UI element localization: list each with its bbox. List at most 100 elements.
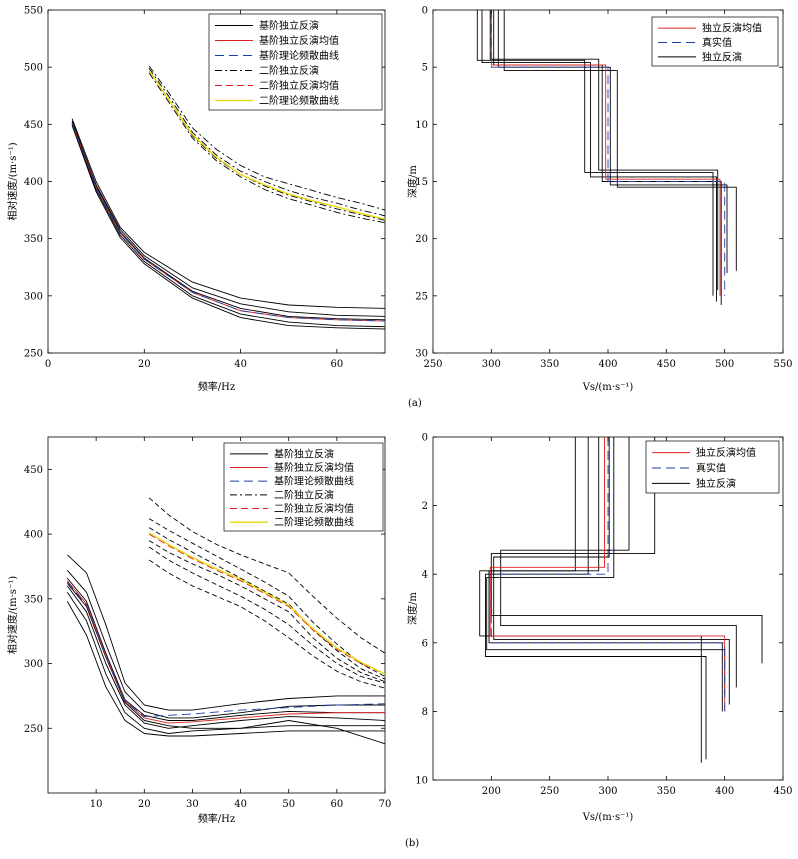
- b-profile-xtick-label-0: 200: [482, 786, 501, 797]
- b-profile-series-3: [493, 437, 730, 705]
- b-profile-ytick-label-2: 4: [422, 570, 428, 581]
- b-dispersion-legend-label-3: 二阶独立反演: [274, 488, 334, 501]
- a-dispersion-ytick-label-3: 400: [24, 177, 43, 188]
- b-profile-series-2: [488, 437, 723, 712]
- a-dispersion-series-0: [71, 118, 385, 309]
- b-profile-legend-label-2: 独立反演: [696, 477, 736, 490]
- a-profile-xtick-label-5: 500: [715, 359, 734, 370]
- a-dispersion-series-10: [148, 72, 385, 224]
- b-dispersion-series-7: [66, 580, 385, 724]
- b-dispersion-series-5: [66, 601, 385, 737]
- a-dispersion-ytick-label-5: 500: [24, 63, 43, 74]
- b-dispersion-xtick-label-1: 20: [138, 799, 151, 810]
- b-profile-series-4: [500, 437, 737, 688]
- a-dispersion-xtick-label-1: 20: [138, 359, 151, 370]
- a-dispersion-series-8: [148, 68, 385, 217]
- a-profile-ytick-label-6: 30: [415, 349, 428, 360]
- a-dispersion-legend-label-4: 二阶独立反演均值: [259, 79, 339, 92]
- b-dispersion-series-3: [66, 585, 385, 729]
- b-dispersion-chart: 10 20 30 40 50 60 70 250 300 350 400 450 频率/Hz 相对速度/(…: [6, 436, 391, 825]
- a-profile-xtick-label-4: 450: [657, 359, 676, 370]
- b-dispersion-xtick-label-0: 10: [90, 799, 103, 810]
- a-profile-ytick-label-5: 25: [415, 291, 428, 302]
- b-profile-ylabel: 深度/m: [406, 592, 419, 625]
- a-dispersion-series-3: [71, 124, 385, 328]
- a-dispersion-ylabel: 相对速度/(m·s⁻¹): [6, 142, 19, 220]
- b-profile-ytick-label-5: 10: [415, 776, 428, 787]
- a-dispersion-xtick-label-2: 40: [234, 359, 247, 370]
- b-dispersion-legend-label-0: 基阶独立反演: [274, 447, 334, 460]
- b-dispersion-xtick-label-2: 30: [186, 799, 199, 810]
- b-profile-legend-label-0: 独立反演均值: [696, 446, 756, 459]
- a-profile-legend-label-0: 独立反演均值: [702, 22, 762, 35]
- a-profile-legend-label-1: 真实值: [702, 36, 732, 49]
- a-profile-series-3: [497, 10, 728, 273]
- b-dispersion-ytick-label-2: 350: [24, 594, 43, 605]
- a-profile-xtick-label-0: 250: [423, 359, 442, 370]
- a-dispersion-xlabel: 频率/Hz: [198, 380, 235, 393]
- a-profile-legend-label-2: 独立反演: [702, 50, 742, 63]
- a-profile-xlabel: Vs/(m·s⁻¹): [582, 382, 634, 393]
- a-profile-ytick-label-2: 10: [415, 120, 428, 131]
- a-profile-series-5: [489, 10, 719, 291]
- b-dispersion-xtick-label-5: 60: [330, 799, 343, 810]
- a-dispersion-legend-label-0: 基阶独立反演: [259, 19, 319, 32]
- b-profile-xtick-label-3: 350: [657, 786, 676, 797]
- a-dispersion-ytick-label-1: 300: [24, 291, 43, 302]
- b-dispersion-series-8: [66, 581, 385, 718]
- b-profile-xtick-label-1: 250: [540, 786, 559, 797]
- b-dispersion-axes-frame: [47, 436, 386, 794]
- a-profile-legend-box: [651, 16, 779, 67]
- a-dispersion-legend-label-1: 基阶独立反演均值: [259, 34, 339, 47]
- b-profile-ytick-label-0: 0: [422, 433, 428, 444]
- a-dispersion-series-2: [71, 121, 385, 321]
- b-dispersion-xlabel: 频率/Hz: [198, 812, 235, 825]
- b-dispersion-legend-label-2: 基阶理论频散曲线: [274, 475, 354, 488]
- a-profile-series-4: [503, 10, 737, 271]
- b-profile-xlabel: Vs/(m·s⁻¹): [582, 812, 634, 823]
- a-profile-xtick-label-2: 350: [540, 359, 559, 370]
- a-profile-series-7: [490, 10, 726, 296]
- a-dispersion-ytick-label-6: 550: [24, 6, 43, 17]
- b-dispersion-ytick-label-3: 400: [24, 530, 43, 541]
- b-profile-xtick-label-4: 400: [715, 786, 734, 797]
- b-dispersion-series-12: [148, 540, 385, 683]
- a-profile-series-0: [476, 10, 714, 296]
- panel-label-b: (b): [405, 838, 420, 849]
- b-profile-ytick-label-4: 8: [422, 707, 428, 718]
- b-dispersion-xtick-label-4: 50: [282, 799, 295, 810]
- b-dispersion-legend-label-1: 基阶独立反演均值: [274, 461, 354, 474]
- a-dispersion-ytick-label-2: 350: [24, 234, 43, 245]
- b-profile-legend-box: [645, 440, 780, 494]
- a-profile-ytick-label-4: 20: [415, 234, 428, 245]
- b-dispersion-series-9: [148, 497, 385, 654]
- a-profile-xtick-label-3: 400: [598, 359, 617, 370]
- b-dispersion-ytick-label-0: 250: [24, 724, 43, 735]
- a-dispersion-legend-label-5: 二阶理论频散曲线: [259, 94, 339, 107]
- a-profile-ytick-label-0: 0: [422, 6, 428, 17]
- b-profile-legend-label-1: 真实值: [696, 462, 726, 475]
- a-dispersion-chart: 0 20 40 60 250 300 350 400 450 500 550 频率/Hz 相对速度/(m…: [6, 6, 386, 393]
- a-profile-xtick-label-1: 300: [482, 359, 501, 370]
- b-profile-series-1: [485, 437, 707, 760]
- b-dispersion-series-4: [66, 592, 385, 734]
- a-dispersion-series-4: [71, 125, 385, 330]
- a-profile-ytick-label-1: 5: [422, 63, 428, 74]
- b-dispersion-ylabel: 相对速度/(m·s⁻¹): [6, 576, 19, 654]
- b-dispersion-series-16: [148, 532, 385, 675]
- b-profile-series-5: [490, 437, 763, 664]
- b-dispersion-series-2: [66, 577, 385, 721]
- a-dispersion-series-1: [71, 120, 385, 317]
- a-dispersion-legend-label-2: 基阶理论频散曲线: [259, 49, 339, 62]
- a-dispersion-legend-box: [208, 13, 383, 111]
- b-profile-ytick-label-3: 6: [422, 638, 428, 649]
- b-dispersion-legend-label-5: 二阶理论频散曲线: [274, 516, 354, 529]
- a-profile-ylabel: 深度/m: [406, 165, 419, 198]
- a-profile-ytick-label-3: 15: [415, 177, 428, 188]
- b-profile-xtick-label-5: 450: [773, 786, 792, 797]
- a-dispersion-legend: 基阶独立反演基阶独立反演均值基阶理论频散曲线二阶独立反演二阶独立反演均值二阶理论…: [208, 13, 383, 111]
- a-dispersion-series-7: [148, 65, 385, 211]
